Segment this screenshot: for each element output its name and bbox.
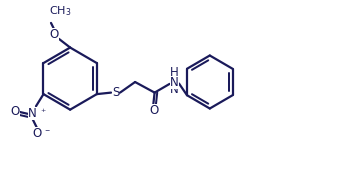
Text: $^+$: $^+$ bbox=[39, 107, 47, 117]
Text: $^-$: $^-$ bbox=[43, 127, 52, 136]
Text: O: O bbox=[50, 28, 59, 41]
Text: H: H bbox=[170, 66, 179, 79]
Text: O: O bbox=[150, 104, 159, 117]
Text: O: O bbox=[10, 105, 20, 118]
Text: N: N bbox=[170, 75, 179, 88]
Text: H
N: H N bbox=[170, 68, 179, 96]
Text: S: S bbox=[112, 86, 119, 99]
Text: CH$_3$: CH$_3$ bbox=[49, 5, 71, 18]
Text: O: O bbox=[32, 127, 42, 140]
Text: N: N bbox=[28, 107, 37, 120]
